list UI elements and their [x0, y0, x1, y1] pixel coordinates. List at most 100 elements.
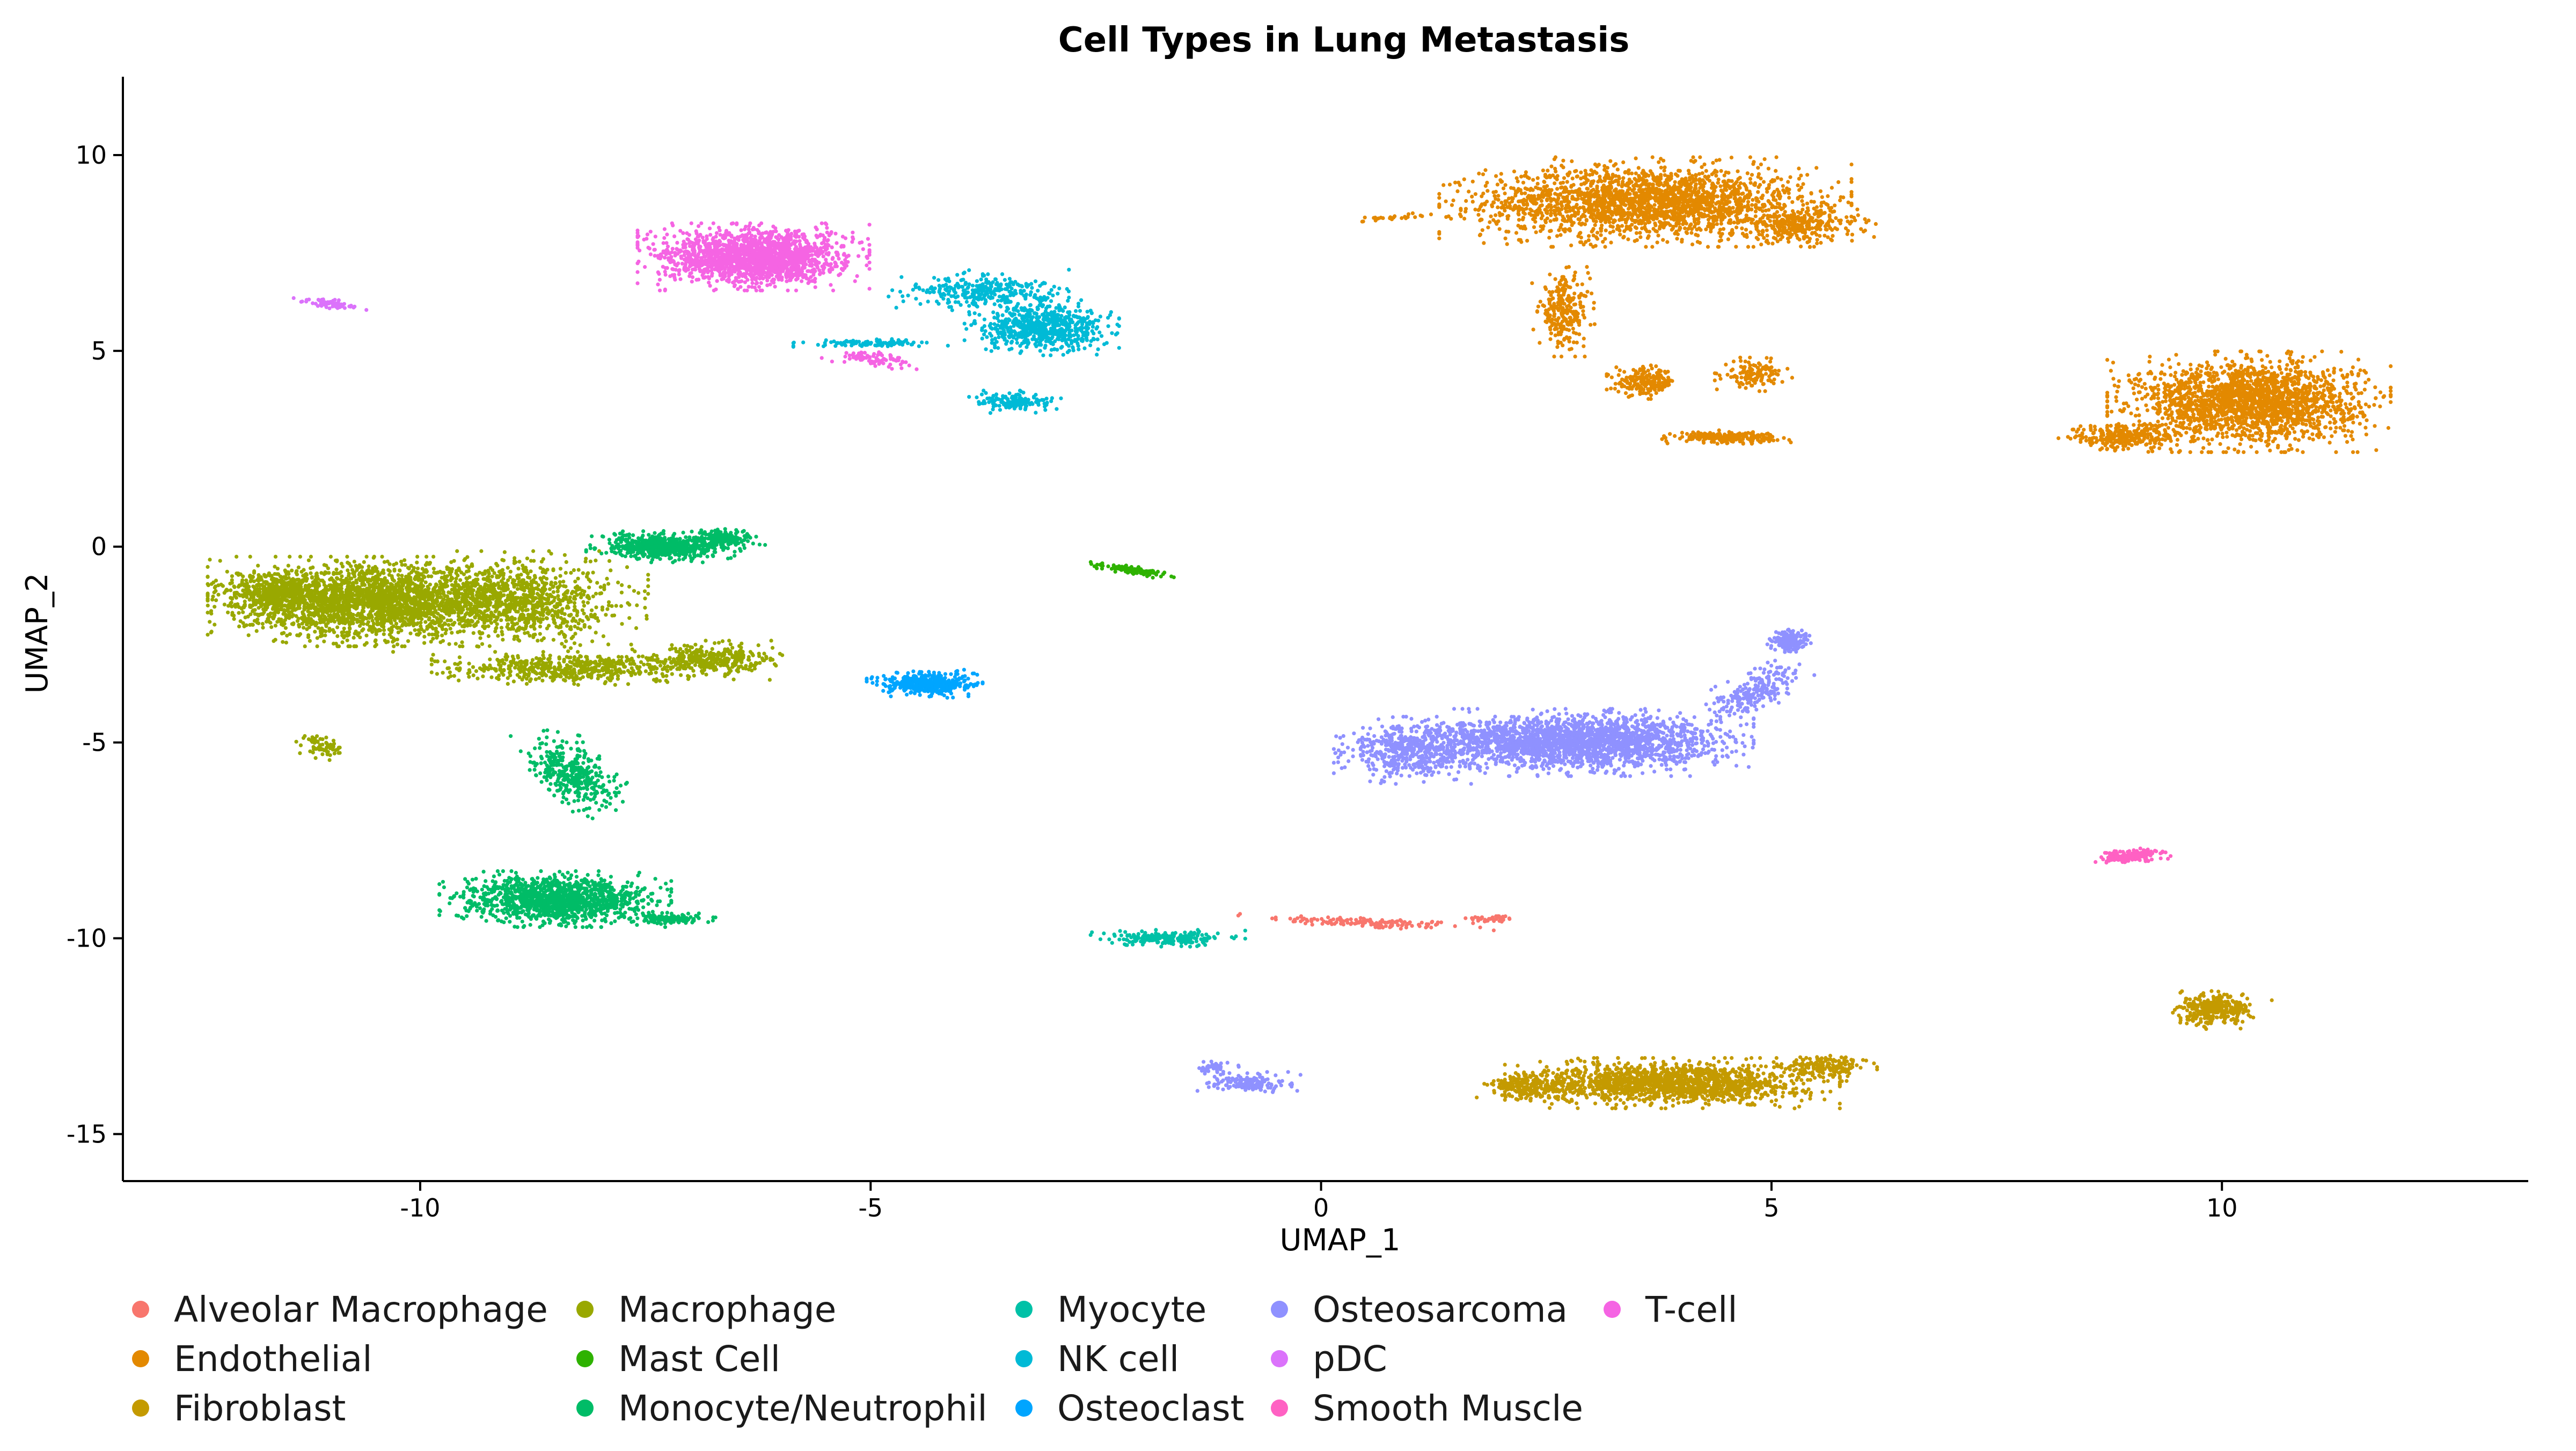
data-point [1536, 305, 1540, 309]
data-point [1726, 237, 1730, 241]
data-point [1604, 174, 1608, 178]
data-point [1855, 208, 1859, 211]
data-point [1489, 215, 1493, 218]
data-point [1794, 217, 1797, 221]
data-point [2169, 421, 2172, 425]
data-point [1548, 193, 1552, 196]
data-point [1532, 225, 1536, 229]
data-point [1629, 377, 1633, 380]
data-point [1708, 206, 1712, 210]
data-point [1674, 221, 1678, 225]
data-point [1757, 172, 1761, 176]
data-point [1532, 214, 1535, 217]
data-point [1543, 285, 1547, 289]
data-point [2242, 450, 2245, 454]
data-point [2123, 407, 2126, 411]
data-point [1745, 214, 1748, 217]
data-point [1775, 219, 1779, 223]
data-point [1504, 183, 1507, 187]
data-point [2345, 380, 2349, 384]
data-point [1350, 921, 1353, 925]
data-point [1464, 199, 1468, 203]
data-point [1548, 273, 1552, 276]
data-point [2249, 379, 2253, 383]
data-point [2174, 433, 2177, 437]
data-point [1696, 233, 1700, 237]
data-point [1523, 174, 1526, 178]
data-point [1565, 210, 1569, 214]
data-point [1769, 180, 1773, 184]
data-point [1607, 210, 1611, 214]
data-point [1709, 230, 1713, 233]
data-point [1573, 170, 1577, 173]
data-point [1664, 371, 1667, 375]
data-point [2134, 414, 2138, 417]
data-point [1496, 182, 1499, 186]
data-point [1717, 428, 1721, 432]
data-point [1407, 921, 1411, 925]
data-point [1662, 204, 1666, 208]
data-point [1437, 204, 1441, 208]
data-point [2372, 403, 2376, 407]
data-point [1731, 231, 1735, 235]
data-point [1816, 211, 1820, 215]
data-point [1613, 201, 1616, 205]
data-point [1660, 196, 1664, 200]
data-point [1652, 209, 1656, 213]
data-point [1598, 178, 1601, 181]
data-point [1634, 212, 1637, 216]
data-point [1620, 224, 1624, 228]
data-point [1769, 373, 1773, 377]
data-point [1744, 386, 1747, 390]
data-point [1708, 431, 1712, 435]
data-point [1666, 221, 1670, 225]
data-point [1637, 222, 1641, 225]
data-point [2268, 449, 2272, 452]
data-point [1696, 222, 1700, 225]
data-point [2199, 387, 2203, 391]
data-point [1549, 219, 1553, 223]
data-point [1689, 231, 1693, 234]
data-point [1823, 211, 1827, 215]
data-point [2156, 384, 2160, 387]
data-point [1481, 192, 1485, 195]
data-point [1643, 225, 1646, 229]
data-point [1593, 323, 1597, 326]
data-point [1634, 369, 1637, 373]
data-point [1384, 924, 1388, 928]
data-point [1470, 195, 1474, 199]
data-point [1849, 194, 1853, 198]
data-point [1782, 436, 1785, 440]
data-point [2326, 382, 2330, 386]
data-point [1746, 207, 1750, 211]
data-point [1639, 380, 1643, 384]
data-point [1590, 291, 1593, 295]
data-point [1769, 356, 1773, 360]
data-point [1589, 204, 1592, 208]
data-point [2127, 379, 2131, 383]
data-point [1372, 216, 1375, 220]
data-point [1772, 382, 1776, 385]
data-point [1678, 169, 1682, 173]
data-point [1668, 432, 1672, 436]
data-point [1349, 918, 1353, 921]
data-point [1739, 359, 1743, 363]
data-point [1808, 245, 1812, 249]
data-point [1782, 203, 1786, 207]
data-point [1748, 369, 1752, 373]
data-point [1708, 435, 1711, 439]
data-point [1833, 203, 1836, 207]
data-point [1548, 327, 1552, 331]
data-point [1521, 181, 1525, 185]
data-point [1797, 177, 1801, 181]
data-point [1621, 182, 1625, 186]
data-point [1567, 228, 1570, 231]
data-point [2345, 440, 2349, 444]
data-point [1634, 184, 1637, 187]
data-point [1552, 197, 1556, 201]
data-point [1439, 920, 1443, 924]
data-point [1739, 181, 1743, 185]
data-point [1599, 219, 1602, 223]
data-point [1492, 928, 1496, 932]
data-point [1467, 189, 1470, 193]
